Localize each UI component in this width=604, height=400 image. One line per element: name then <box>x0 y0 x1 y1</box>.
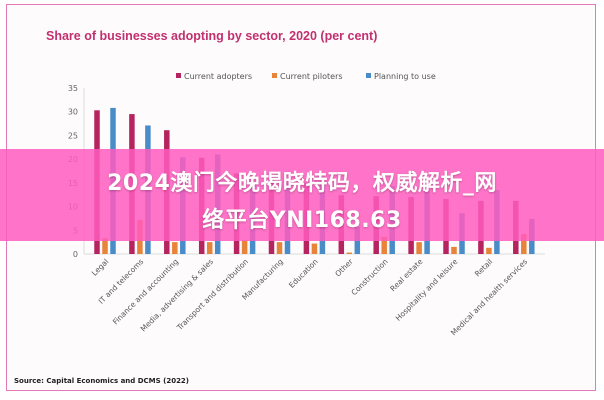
legend-swatch <box>176 73 181 78</box>
bar <box>311 243 318 254</box>
legend-swatch <box>272 73 277 78</box>
x-tick-label: Medical and health services <box>449 257 529 337</box>
x-tick-label: Other <box>333 256 355 278</box>
legend-label: Current piloters <box>280 72 343 81</box>
x-tick-label: Legal <box>90 257 111 278</box>
bar <box>241 240 248 254</box>
x-tick-label: Hospitality and leisure <box>394 257 460 323</box>
bar <box>276 242 283 254</box>
bar <box>486 247 492 254</box>
bar <box>102 238 108 254</box>
overlay-line-2: 络平台YNI168.63 <box>202 208 402 233</box>
bar <box>416 242 422 254</box>
x-tick-label: Education <box>287 257 320 290</box>
bar <box>381 236 387 254</box>
overlay-banner: 2024澳门今晚揭晓特码，权威解析_网 络平台YNI168.63 <box>0 149 604 241</box>
bar <box>172 242 178 254</box>
source-note: Source: Capital Economics and DCMS (2022… <box>14 377 190 385</box>
x-tick-label: Real estate <box>388 257 424 293</box>
y-tick-label: 30 <box>68 108 78 117</box>
bar <box>521 234 527 254</box>
y-tick-label: 25 <box>68 131 78 140</box>
x-tick-label: Finance and accounting <box>111 257 180 326</box>
x-tick-label: Media, advertising & sales <box>139 257 215 333</box>
bar <box>206 242 213 254</box>
legend-label: Current adopters <box>184 72 252 81</box>
x-tick-label: Construction <box>349 257 389 297</box>
legend-swatch <box>366 73 371 78</box>
overlay-line-1: 2024澳门今晚揭晓特码，权威解析_网 <box>107 171 497 196</box>
x-tick-label: Retail <box>473 257 494 278</box>
chart-title: Share of businesses adopting by sector, … <box>46 29 378 43</box>
legend-label: Planning to use <box>374 72 436 81</box>
y-tick-label: 35 <box>68 84 78 93</box>
bar <box>346 252 353 254</box>
y-tick-label: 0 <box>73 250 78 259</box>
x-tick-label: Transport and distribution <box>174 257 250 333</box>
bar <box>451 246 457 254</box>
